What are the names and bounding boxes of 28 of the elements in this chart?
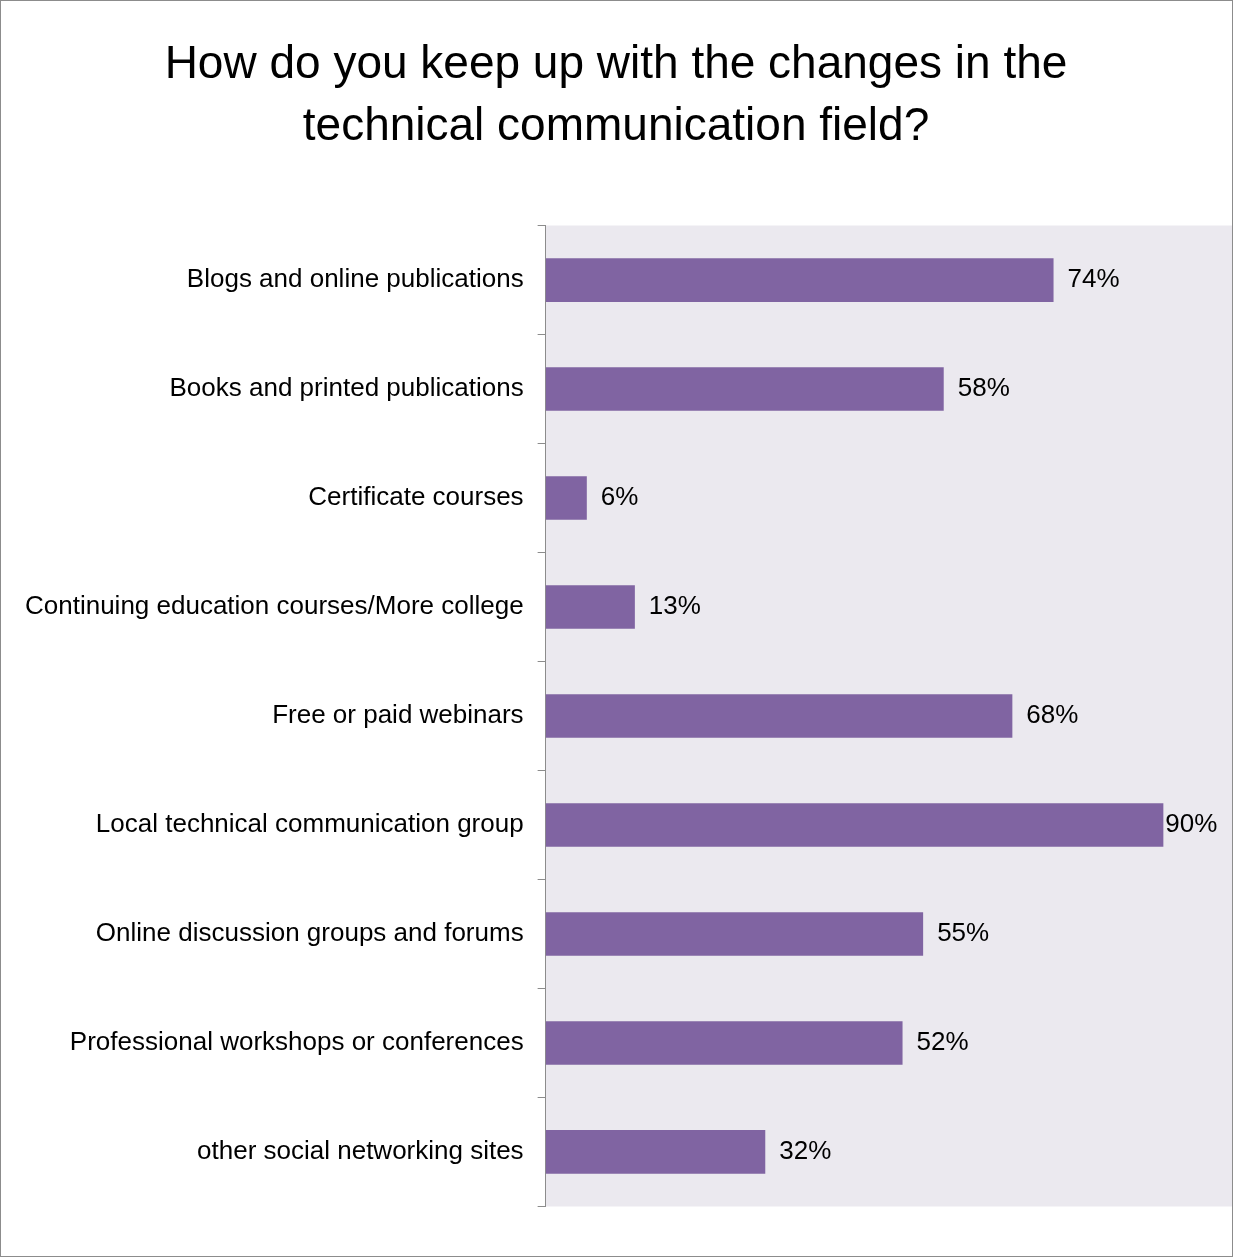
bar [545, 258, 1054, 302]
data-label: 13% [648, 590, 701, 621]
y-tick-label: other social networking sites [197, 1135, 524, 1166]
y-tick-label: Local technical communication group [95, 808, 524, 839]
y-tick-label: Blogs and online publications [186, 263, 524, 294]
y-tick-label: Books and printed publications [169, 372, 524, 403]
chart-title: How do you keep up with the changes in the technical communication field? [163, 35, 1069, 152]
data-label: 55% [937, 917, 990, 948]
data-label: 52% [916, 1026, 969, 1057]
bar [545, 912, 924, 956]
data-label: 32% [779, 1135, 832, 1166]
bar [545, 585, 635, 629]
bar [545, 1130, 766, 1174]
y-tick-label: Online discussion groups and forums [95, 917, 524, 948]
y-tick-label: Certificate courses [308, 481, 524, 512]
data-label: 58% [957, 372, 1010, 403]
y-tick-label: Free or paid webinars [272, 699, 524, 730]
bar [545, 694, 1013, 738]
y-tick-label: Continuing education courses/More college [24, 590, 524, 621]
data-label: 6% [600, 481, 639, 512]
bar [545, 367, 944, 411]
bar [545, 1021, 903, 1065]
data-label: 74% [1067, 263, 1120, 294]
data-label: 68% [1026, 699, 1079, 730]
bar [545, 476, 587, 520]
data-label: 90% [1165, 808, 1218, 839]
bar [545, 803, 1164, 847]
y-tick-label: Professional workshops or conferences [69, 1026, 524, 1057]
